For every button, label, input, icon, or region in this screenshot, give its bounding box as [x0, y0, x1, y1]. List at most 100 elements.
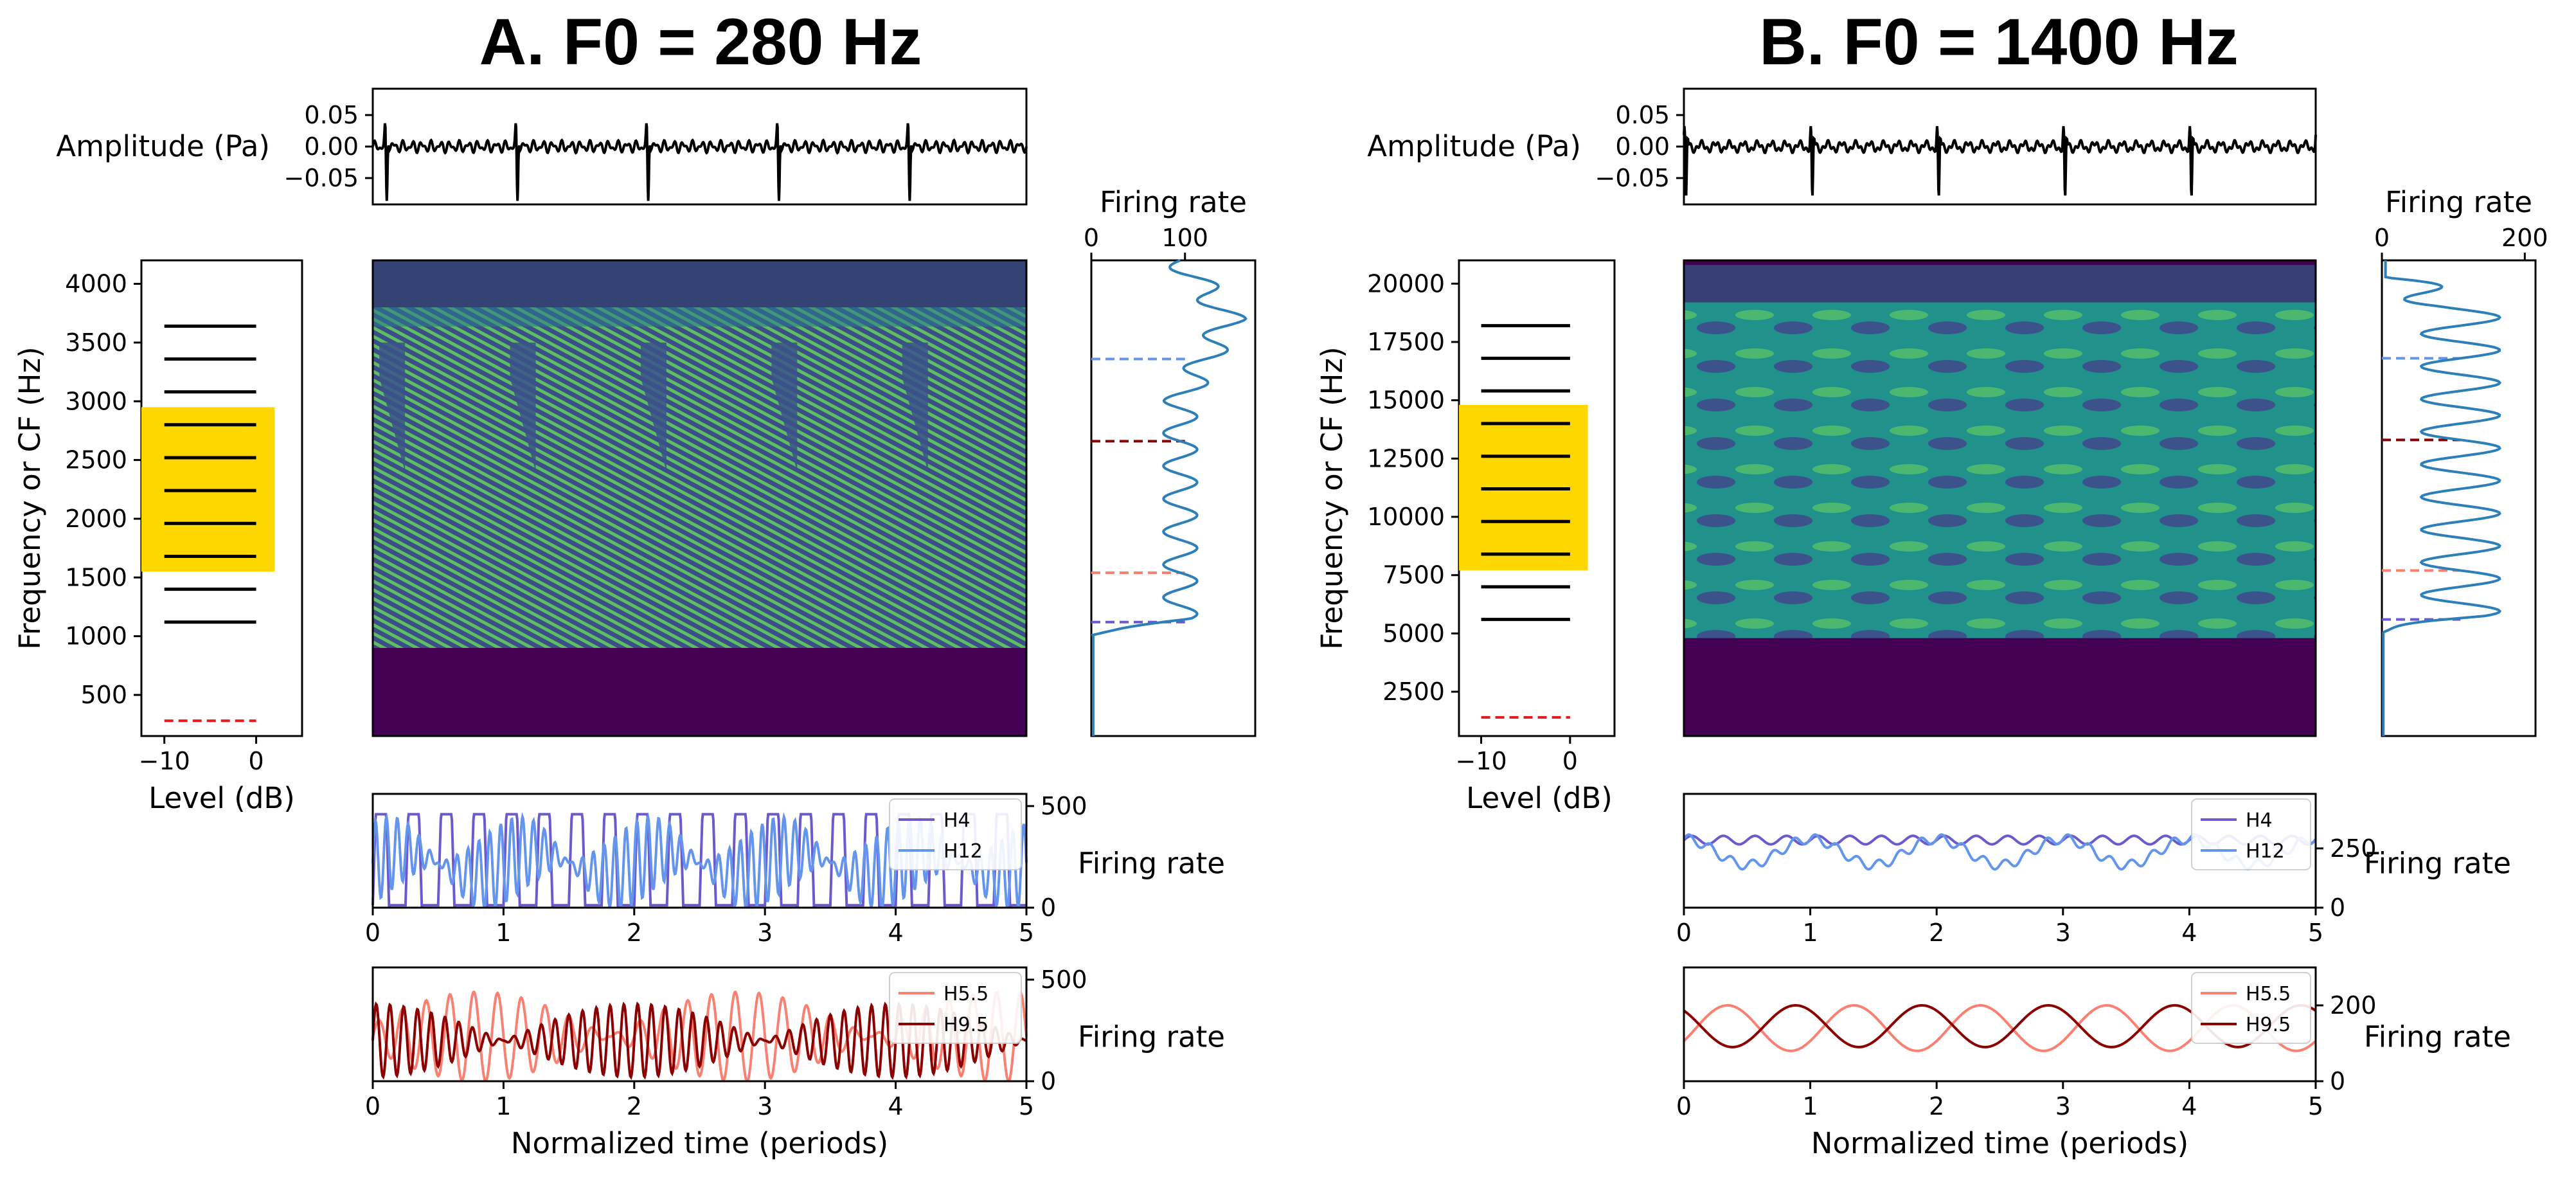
a-lower-ytick-label: 500	[1041, 966, 1087, 994]
a-lower-frame	[371, 966, 1028, 1083]
b-spectrogram-body	[1684, 302, 2316, 638]
a-level-tick-label: −10	[139, 747, 190, 775]
a-lower-ytick-label: 0	[1041, 1067, 1056, 1095]
b-level-tick-label: 0	[1562, 747, 1578, 775]
a-lower-xtick-label: 5	[1019, 1092, 1034, 1120]
a-spectrogram-notch	[902, 342, 928, 472]
b-upper-xtick-label: 4	[2181, 919, 2197, 947]
a-freq-axis-label: Frequency or CF (Hz)	[13, 346, 47, 649]
a-profile-tick-label: 0	[1084, 224, 1099, 252]
a-upper-ylabel: Firing rate	[1078, 847, 1225, 881]
b-time-axis-label: Normalized time (periods)	[1811, 1126, 2188, 1160]
b-wave-tick-label: 0.05	[1615, 101, 1670, 129]
b-upper-frame	[1683, 793, 2317, 909]
b-lower-legend-label-h9_5: H9.5	[2246, 1014, 2291, 1036]
b-spectrogram-top	[1684, 265, 2316, 303]
b-upper-ytick-label: 0	[2330, 894, 2345, 922]
a-waveform-line	[371, 123, 1028, 201]
a-level-axis-label: Level (dB)	[148, 781, 295, 815]
b-level-tick-label: −10	[1455, 747, 1507, 775]
b-upper-legend	[2191, 798, 2311, 870]
a-freq-tick-label: 1000	[65, 622, 127, 651]
panel-a: Amplitude (Pa)0.050.00−0.055001000150020…	[13, 87, 1257, 1160]
b-upper-xtick-label: 1	[1803, 919, 1818, 947]
a-freq-tick-label: 2500	[65, 446, 127, 474]
a-spectrogram-notch	[640, 342, 666, 472]
b-lower-frame	[1683, 966, 2317, 1083]
b-upper-ylabel: Firing rate	[2364, 847, 2511, 881]
a-upper-xtick-label: 3	[757, 919, 773, 947]
a-lower-xtick-label: 0	[365, 1092, 380, 1120]
b-freq-tick-label: 5000	[1382, 619, 1445, 647]
a-lower-series-h9_5	[371, 1001, 1027, 1080]
b-upper-xtick-label: 2	[1929, 919, 1944, 947]
a-wave-tick-label: −0.05	[284, 164, 359, 192]
a-upper-legend-label-h12: H12	[944, 840, 983, 863]
a-upper-legend-label-h4: H4	[944, 809, 970, 832]
b-lower-xtick-label: 5	[2308, 1092, 2323, 1120]
b-amplitude-label: Amplitude (Pa)	[1367, 129, 1581, 163]
b-profile-curve	[2382, 260, 2502, 736]
b-upper-ytick-label: 250	[2330, 834, 2377, 863]
b-lower-legend	[2191, 972, 2311, 1044]
b-spectrogram-frame	[1683, 259, 2317, 737]
b-lower-ylabel: Firing rate	[2364, 1020, 2511, 1054]
a-upper-xtick-label: 0	[365, 919, 380, 947]
a-lower-legend-label-h5_5: H5.5	[944, 983, 988, 1005]
b-freq-tick-label: 2500	[1382, 678, 1445, 706]
a-amplitude-label: Amplitude (Pa)	[56, 129, 270, 163]
a-spectrogram-top	[373, 260, 1026, 327]
b-upper-legend-label-h4: H4	[2246, 809, 2273, 832]
a-profile-label: Firing rate	[1100, 185, 1247, 219]
b-freq-tick-label: 10000	[1367, 503, 1445, 531]
b-upper-legend-label-h12: H12	[2246, 840, 2285, 863]
a-spectrogram-notch	[379, 342, 406, 472]
b-lower-xtick-label: 1	[1803, 1092, 1818, 1120]
b-profile-tick-label: 0	[2374, 224, 2390, 252]
a-upper-xtick-label: 1	[496, 919, 511, 947]
a-freq-tick-label: 2000	[65, 505, 127, 533]
a-lower-legend-label-h9_5: H9.5	[944, 1014, 988, 1036]
panel-b-title: B. F0 = 1400 Hz	[1759, 5, 2239, 78]
a-lower-xtick-label: 2	[627, 1092, 642, 1120]
b-upper-xtick-label: 0	[1676, 919, 1692, 947]
a-time-axis-label: Normalized time (periods)	[511, 1126, 888, 1160]
a-spectrogram-frame	[371, 259, 1028, 737]
a-spectrogram-body	[373, 307, 1026, 648]
a-lower-ylabel: Firing rate	[1078, 1020, 1225, 1054]
b-lower-xtick-label: 4	[2181, 1092, 2197, 1120]
b-lower-xtick-label: 0	[1676, 1092, 1692, 1120]
a-wave-tick-label: 0.05	[304, 101, 359, 129]
panel-b: Amplitude (Pa)0.050.00−0.052500500075001…	[1315, 87, 2548, 1160]
panel-a-title: A. F0 = 280 Hz	[479, 5, 922, 78]
b-upper-xtick-label: 3	[2055, 919, 2071, 947]
a-level-tick-label: 0	[248, 747, 264, 775]
b-lower-xtick-label: 2	[1929, 1092, 1944, 1120]
b-level-axis-label: Level (dB)	[1466, 781, 1613, 815]
b-freq-tick-label: 12500	[1367, 444, 1445, 472]
b-lower-xtick-label: 3	[2055, 1092, 2071, 1120]
a-upper-xtick-label: 2	[627, 919, 642, 947]
a-upper-frame	[371, 793, 1028, 909]
a-freq-tick-label: 3000	[65, 387, 127, 415]
a-upper-xtick-label: 4	[888, 919, 904, 947]
b-freq-tick-label: 7500	[1382, 561, 1445, 589]
b-wave-tick-label: −0.05	[1595, 164, 1670, 192]
a-lower-xtick-label: 4	[888, 1092, 904, 1120]
a-freq-tick-label: 500	[80, 681, 127, 709]
b-freq-tick-label: 20000	[1367, 269, 1445, 298]
b-wave-tick-label: 0.00	[1615, 132, 1670, 161]
b-upper-xtick-label: 5	[2308, 919, 2323, 947]
a-upper-legend	[889, 798, 1022, 870]
a-profile-curve	[1091, 259, 1248, 736]
a-lower-xtick-label: 3	[757, 1092, 773, 1120]
a-upper-series-h4	[371, 813, 1026, 908]
a-lower-xtick-label: 1	[496, 1092, 511, 1120]
b-profile-label: Firing rate	[2385, 185, 2532, 219]
b-profile-tick-label: 200	[2501, 224, 2548, 252]
b-lower-legend-label-h5_5: H5.5	[2246, 983, 2291, 1005]
a-freq-tick-label: 4000	[65, 270, 127, 298]
a-profile-frame	[1090, 259, 1257, 737]
b-profile-frame	[2381, 259, 2537, 737]
